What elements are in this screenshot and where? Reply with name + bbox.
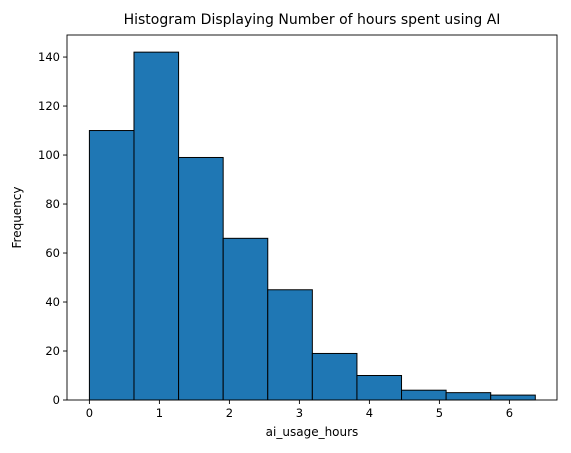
y-tick-label: 60 [45,246,60,260]
x-tick-label: 2 [226,406,233,420]
y-tick-label: 40 [45,295,60,309]
histogram-bar [490,394,536,401]
y-tick-label: 100 [38,148,60,162]
x-ticks-group: 0 1 2 3 4 5 6 [86,400,513,420]
y-ticks-group: 0 20 40 60 80 100 120 140 [38,50,67,407]
y-tick-label: 140 [38,50,60,64]
chart-title: Histogram Displaying Number of hours spe… [124,12,501,28]
histogram-bar [222,237,269,401]
histogram-bar [178,156,224,401]
histogram-bar [356,375,403,401]
y-tick-label: 0 [53,393,60,407]
y-tick-label: 80 [45,197,60,211]
plot-frame [66,34,558,401]
x-axis-label: ai_usage_hours [266,425,359,439]
x-tick-label: 5 [436,406,443,420]
histogram-bar [267,289,313,401]
y-tick-label: 20 [45,344,60,358]
bars-group [88,51,536,401]
y-axis-label: Frequency [10,187,24,249]
histogram-bar [445,392,492,401]
x-tick-label: 0 [86,406,93,420]
histogram-bar [311,352,358,401]
histogram-bar [133,51,180,401]
histogram-bar [88,130,135,401]
x-tick-label: 4 [366,406,373,420]
histogram-bar [401,389,447,401]
x-tick-label: 6 [506,406,513,420]
x-tick-label: 3 [296,406,303,420]
y-tick-label: 120 [38,99,60,113]
x-tick-label: 1 [156,406,163,420]
